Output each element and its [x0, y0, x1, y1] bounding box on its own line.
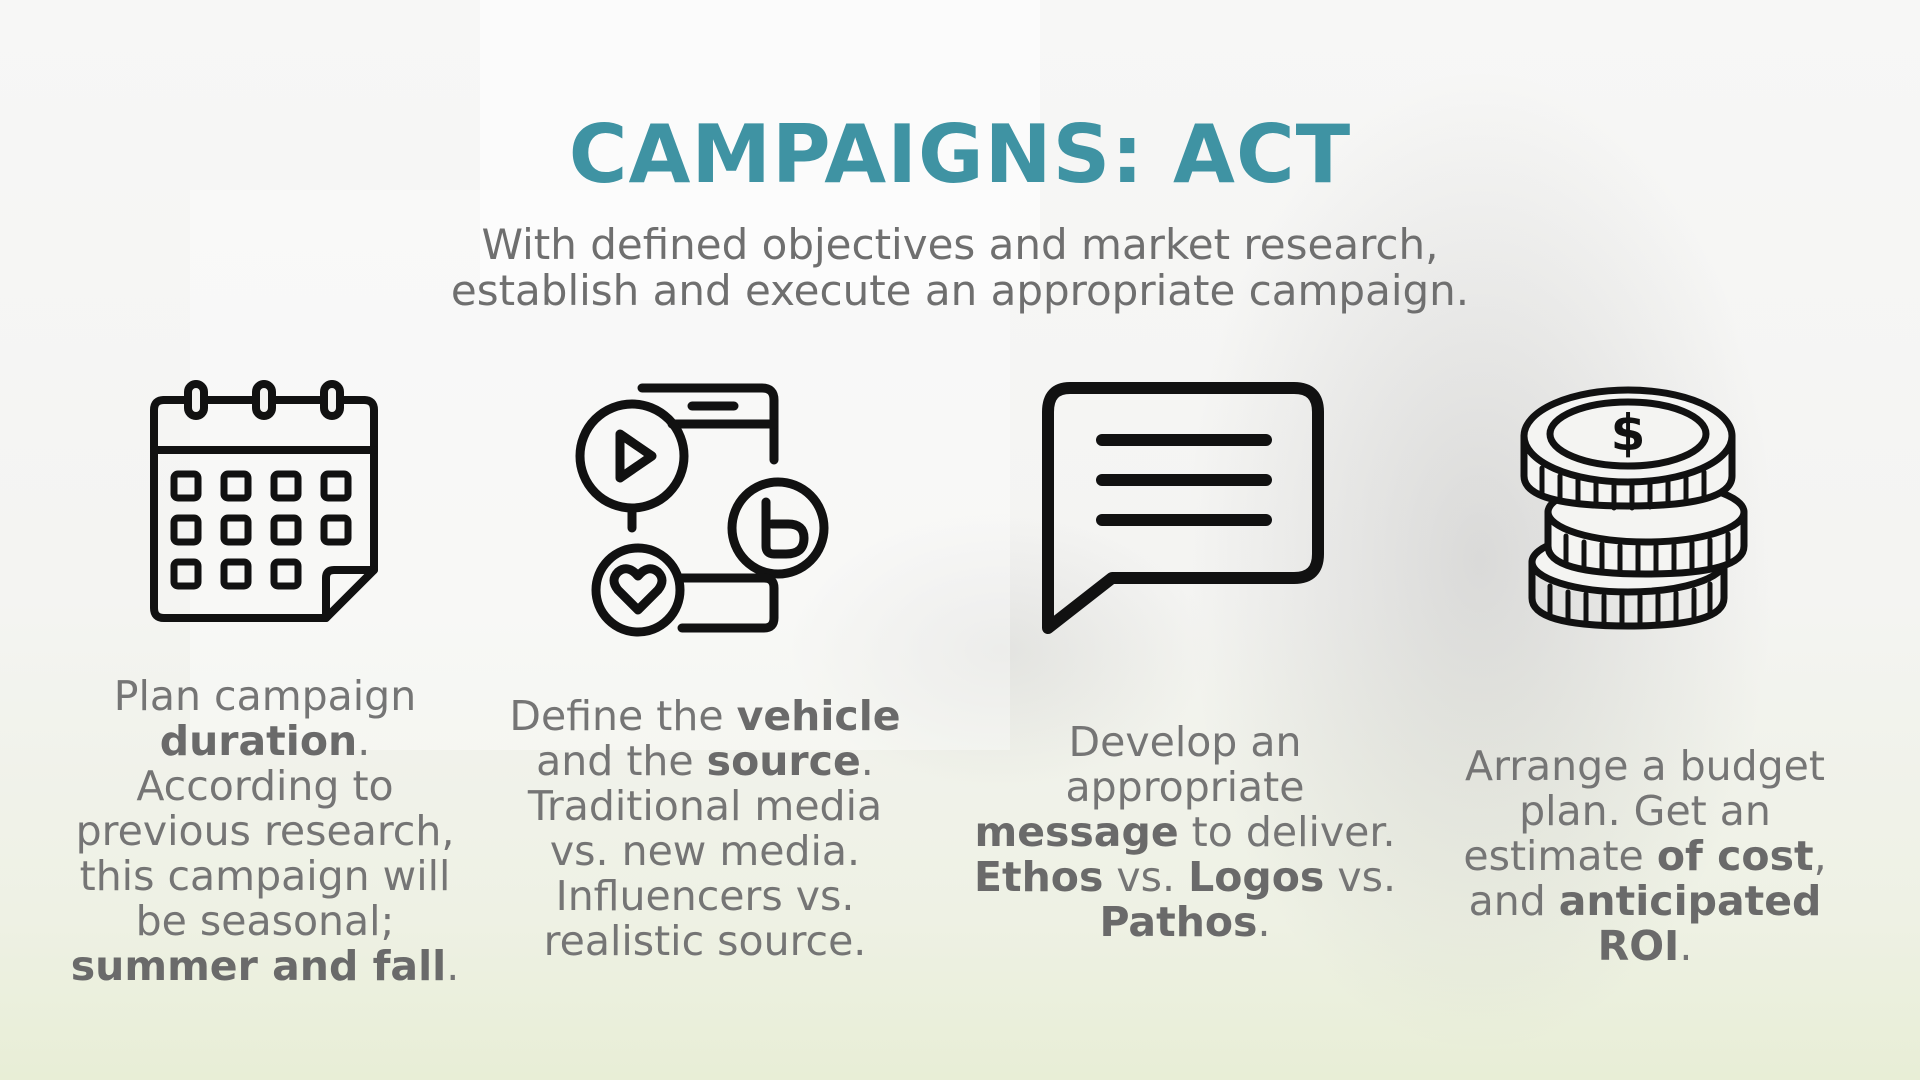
coin-stack-icon: $ [1520, 386, 1748, 630]
text-segment: Develop an [1068, 718, 1302, 766]
calendar-icon [150, 380, 378, 622]
text-segment: . [357, 717, 371, 765]
text-line: Define the vehicle [470, 694, 940, 739]
text-segment: this campaign will [79, 852, 451, 900]
background-window [480, 0, 1040, 300]
text-segment: vs. [1103, 853, 1189, 901]
text-segment: Define the [509, 692, 737, 740]
subtitle-line: With defined objectives and market resea… [481, 220, 1439, 269]
text-line: Arrange a budget [1420, 744, 1870, 789]
text-line: vs. new media. [470, 829, 940, 874]
text-line: Traditional media [470, 784, 940, 829]
bold-phrase: Pathos [1099, 898, 1258, 946]
text-segment: be seasonal; [135, 897, 395, 945]
text-line: and the source. [470, 739, 940, 784]
bold-phrase: of cost [1656, 832, 1814, 880]
bold-phrase: source [706, 737, 861, 785]
slide-title: CAMPAIGNS: ACT [568, 108, 1352, 201]
text-segment: . [860, 737, 874, 785]
text-line: Ethos vs. Logos vs. [950, 855, 1420, 900]
text-segment: previous research, [75, 807, 455, 855]
text-line: summer and fall. [40, 944, 490, 989]
text-line: duration. [40, 719, 490, 764]
text-segment: . [1679, 922, 1693, 970]
text-segment: plan. Get an [1519, 787, 1771, 835]
text-segment: appropriate [1065, 763, 1305, 811]
social-media-icon [575, 383, 829, 637]
subtitle-line: establish and execute an appropriate cam… [450, 266, 1470, 315]
text-line: Influencers vs. [470, 874, 940, 919]
text-line: estimate of cost, [1420, 834, 1870, 879]
text-segment: realistic source. [543, 917, 867, 965]
text-segment: Plan campaign [113, 672, 417, 720]
bold-phrase: ROI [1597, 922, 1680, 970]
text-line: Develop an [950, 720, 1420, 765]
text-segment: According to [136, 762, 394, 810]
text-segment: Traditional media [527, 782, 883, 830]
background-panel [190, 190, 1010, 750]
text-line: this campaign will [40, 854, 490, 899]
text-line: plan. Get an [1420, 789, 1870, 834]
text-line: Plan campaign [40, 674, 490, 719]
svg-text:$: $ [1611, 404, 1646, 462]
column-vehicle-text: Define the vehicle and the source. Traditi… [470, 694, 940, 964]
text-segment: . [446, 942, 460, 990]
text-line: Pathos. [950, 900, 1420, 945]
text-segment: . [1257, 898, 1271, 946]
bold-phrase: summer and fall [70, 942, 447, 990]
text-line: realistic source. [470, 919, 940, 964]
bold-phrase: Ethos [973, 853, 1104, 901]
text-line: previous research, [40, 809, 490, 854]
text-segment: to deliver. [1178, 808, 1396, 856]
text-segment: vs. [1324, 853, 1397, 901]
text-segment: and [1468, 877, 1559, 925]
text-line: According to [40, 764, 490, 809]
column-duration-text: Plan campaign duration. According to previo… [40, 674, 490, 989]
text-line: be seasonal; [40, 899, 490, 944]
bold-phrase: duration [159, 717, 358, 765]
bold-phrase: message [974, 808, 1179, 856]
text-segment: estimate [1463, 832, 1657, 880]
bold-phrase: Logos [1188, 853, 1325, 901]
bold-phrase: vehicle [736, 692, 901, 740]
text-line: ROI. [1420, 924, 1870, 969]
bold-phrase: anticipated [1558, 877, 1822, 925]
text-segment: and the [536, 737, 707, 785]
text-line: and anticipated [1420, 879, 1870, 924]
text-segment: , [1813, 832, 1827, 880]
chat-message-icon [1042, 382, 1324, 634]
column-message-text: Develop an appropriate message to deliver.… [950, 720, 1420, 945]
text-segment: Influencers vs. [555, 872, 855, 920]
slide-subtitle: With defined objectives and market resea… [360, 222, 1560, 314]
text-line: message to deliver. [950, 810, 1420, 855]
column-budget-text: Arrange a budget plan. Get an estimate of … [1420, 744, 1870, 969]
text-segment: Arrange a budget [1465, 742, 1825, 790]
text-segment: vs. new media. [549, 827, 861, 875]
text-line: appropriate [950, 765, 1420, 810]
